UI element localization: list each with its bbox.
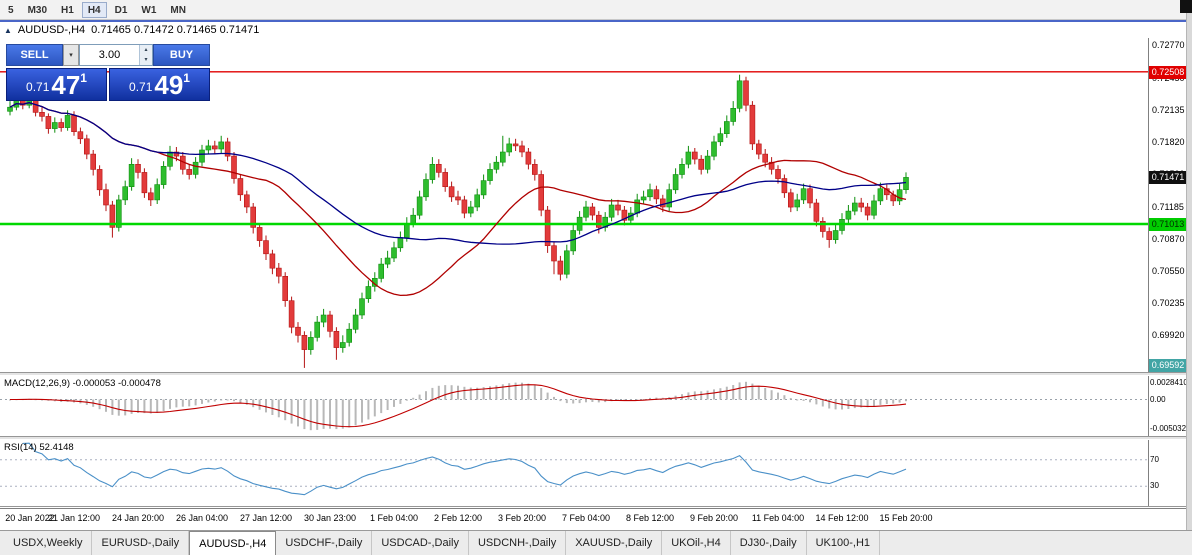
chart-tab-usdcad-daily[interactable]: USDCAD-,Daily [372, 531, 469, 555]
buy-price-display[interactable]: 0.71 49 1 [109, 68, 210, 101]
panel-divider[interactable] [0, 436, 1186, 440]
current-price-price-badge: 0.71471 [1149, 171, 1187, 184]
timeframe-button-5[interactable]: 5 [8, 4, 14, 16]
time-axis-label: 9 Feb 20:00 [689, 513, 739, 523]
sell-button[interactable]: SELL [6, 44, 63, 66]
timeframe-toolbar: 5 M30 H1 H4 D1 W1 MN [0, 0, 1192, 20]
timeframe-button-m30[interactable]: M30 [27, 4, 48, 16]
chart-tab-eurusd-daily[interactable]: EURUSD-,Daily [92, 531, 190, 555]
macd-histogram [9, 381, 907, 431]
time-axis-label: 8 Feb 12:00 [625, 513, 675, 523]
rsi-canvas[interactable] [0, 440, 1148, 506]
time-axis[interactable]: 20 Jan 2022 21 Jan 12:00 24 Jan 20:00 26 Ja… [0, 508, 1186, 530]
macd-signal-line [10, 384, 907, 428]
chevron-down-icon: ▾ [69, 52, 73, 59]
macd-label: MACD(12,26,9) -0.000053 -0.000478 [4, 378, 161, 389]
price-axis-label: 0.70870 [1152, 234, 1185, 244]
rsi-axis-upper-label: 70 [1150, 455, 1159, 464]
time-axis-label: 1 Feb 04:00 [369, 513, 419, 523]
rsi-axis: 70 30 [1148, 440, 1186, 506]
macd-axis-zero-label: 0.00 [1150, 395, 1166, 404]
chart-ohlc-values: 0.71465 0.71472 0.71465 0.71471 [91, 24, 260, 36]
time-axis-label: 15 Feb 20:00 [879, 513, 933, 523]
time-axis-label: 20 Jan 2022 [5, 513, 55, 523]
buy-button[interactable]: BUY [153, 44, 210, 66]
sell-price-prefix: 0.71 [26, 80, 50, 94]
spinner-up-icon[interactable]: ▴ [140, 45, 152, 55]
macd-canvas[interactable] [0, 376, 1148, 436]
time-axis-label: 7 Feb 04:00 [561, 513, 611, 523]
price-chart-canvas[interactable] [0, 38, 1148, 372]
time-axis-label: 21 Jan 12:00 [47, 513, 101, 523]
price-axis-label: 0.70235 [1152, 298, 1185, 308]
time-axis-label: 24 Jan 20:00 [111, 513, 165, 523]
chart-tab-xauusd-daily[interactable]: XAUUSD-,Daily [566, 531, 663, 555]
rsi-line [22, 442, 907, 496]
timeframe-button-d1[interactable]: D1 [114, 4, 128, 16]
rsi-axis-lower-label: 30 [1150, 481, 1159, 490]
macd-axis-bottom-label: -0.0050320 [1150, 424, 1191, 433]
price-axis-label: 0.71185 [1152, 202, 1184, 212]
lot-spinner[interactable]: ▴ ▾ [139, 45, 152, 65]
timeframe-button-w1[interactable]: W1 [141, 4, 157, 16]
moving-average-45 [9, 102, 907, 245]
lot-size-input[interactable] [80, 45, 139, 65]
spinner-down-icon[interactable]: ▾ [140, 55, 152, 65]
time-axis-label: 3 Feb 20:00 [497, 513, 547, 523]
time-axis-label: 2 Feb 12:00 [433, 513, 483, 523]
panel-divider [0, 506, 1186, 508]
time-axis-label: 11 Feb 04:00 [751, 513, 805, 523]
chart-title: AUDUSD-,H4 [17, 24, 86, 36]
timeframe-button-h1[interactable]: H1 [61, 4, 74, 16]
time-axis-label: 27 Jan 12:00 [239, 513, 293, 523]
chart-symbol-icon: ▲ [4, 25, 12, 35]
time-axis-label: 26 Jan 04:00 [175, 513, 229, 523]
buy-price-prefix: 0.71 [129, 80, 153, 94]
price-axis-label: 0.69920 [1152, 330, 1185, 340]
macd-axis: 0.0028410 0.00 -0.0050320 [1148, 376, 1190, 436]
sell-price-display[interactable]: 0.71 47 1 [6, 68, 107, 101]
timeframe-button-mn[interactable]: MN [170, 4, 186, 16]
support-price-badge: 0.71013 [1149, 218, 1187, 231]
sell-price-big: 47 [51, 69, 81, 100]
timeframe-button-h4[interactable]: H4 [81, 1, 107, 18]
macd-axis-top-label: 0.0028410 [1150, 378, 1188, 387]
time-axis-label: 30 Jan 23:00 [303, 513, 357, 523]
resistance-price-badge: 0.72508 [1149, 66, 1187, 79]
time-axis-label: 14 Feb 12:00 [815, 513, 869, 523]
buy-price-big: 49 [154, 69, 184, 100]
price-axis-label: 0.72770 [1152, 40, 1185, 50]
chart-tab-ukoil-h4[interactable]: UKOil-,H4 [662, 531, 731, 555]
chart-tab-dj30-daily[interactable]: DJ30-,Daily [731, 531, 807, 555]
rsi-label: RSI(14) 52.4148 [4, 442, 74, 453]
price-axis-label: 0.72135 [1152, 105, 1185, 115]
chart-header-bar: ▲ AUDUSD-,H4 0.71465 0.71472 0.71465 0.7… [0, 20, 1186, 38]
range-low-price-badge: 0.69592 [1149, 359, 1187, 372]
trade-options-dropdown[interactable]: ▾ [63, 44, 79, 66]
sell-price-sup: 1 [80, 70, 87, 85]
chart-tab-audusd-h4[interactable]: AUDUSD-,H4 [189, 531, 277, 555]
lot-size-field[interactable]: ▴ ▾ [79, 44, 153, 66]
top-right-marker [1180, 0, 1192, 13]
chart-tab-uk100-h1[interactable]: UK100-,H1 [807, 531, 881, 555]
chart-tab-usdcnh-daily[interactable]: USDCNH-,Daily [469, 531, 567, 555]
one-click-trading-panel: SELL ▾ ▴ ▾ BUY 0.71 47 1 0.7 [6, 44, 210, 101]
price-axis-label: 0.71820 [1152, 137, 1185, 147]
vertical-scrollbar[interactable] [1186, 13, 1192, 530]
price-axis-label: 0.70550 [1152, 266, 1185, 276]
candles [7, 74, 909, 368]
price-axis[interactable]: 0.727700.724500.721350.718200.715000.711… [1148, 38, 1187, 372]
macd-panel[interactable]: MACD(12,26,9) -0.000053 -0.000478 [0, 376, 1148, 436]
chart-tab-usdchf-daily[interactable]: USDCHF-,Daily [276, 531, 373, 555]
chart-tabs-bar: USDX,Weekly EURUSD-,Daily AUDUSD-,H4 USDCHF… [0, 530, 1192, 555]
buy-price-sup: 1 [183, 70, 190, 85]
price-chart-panel[interactable]: SELL ▾ ▴ ▾ BUY 0.71 47 1 0.7 [0, 38, 1148, 372]
panel-divider[interactable] [0, 372, 1186, 376]
rsi-panel[interactable]: RSI(14) 52.4148 [0, 440, 1148, 506]
chart-tab-usdx-weekly[interactable]: USDX,Weekly [4, 531, 93, 555]
